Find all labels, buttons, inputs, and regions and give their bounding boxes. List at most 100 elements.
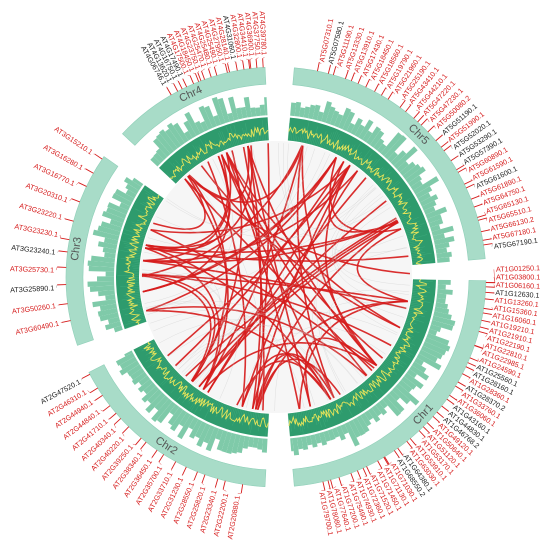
histogram-bar [426,332,450,346]
density-stripe [377,369,382,374]
density-stripe [332,401,336,408]
gene-connector [475,365,477,367]
gene-tick [483,243,493,246]
histogram-bar [221,431,232,453]
histogram-bar [411,361,427,373]
density-stripe [124,310,144,316]
histogram-bar [156,401,176,424]
synteny-link [242,146,265,411]
histogram-bar [107,202,129,215]
density-stripe [321,141,325,149]
density-stripe [370,172,376,178]
histogram-bar [205,426,220,452]
density-stripe [130,308,143,312]
histogram-bar [99,312,119,322]
density-stripe [145,351,162,363]
background-link [178,325,364,379]
gene-connector [490,237,492,239]
density-stripe [147,216,153,220]
histogram-bar [227,112,235,122]
histogram-bar [382,396,402,417]
gene-connector [100,409,104,412]
histogram-bar [113,325,123,333]
synteny-link [144,247,220,390]
histogram-bar [340,423,349,435]
histogram-bar [436,293,447,300]
gene-connector [361,75,364,78]
synteny-link [202,341,378,391]
synteny-link [207,161,247,407]
density-stripe [354,388,359,395]
gene-label: AT1G01250.1 [496,263,541,274]
density-stripe [138,319,146,323]
gene-tick [464,179,473,185]
density-stripe [123,293,141,297]
density-stripe [412,290,431,294]
histogram-bar [342,111,356,132]
gene-connector [432,428,434,430]
histogram-bar [104,321,122,331]
gene-connector [485,333,488,338]
density-stripe [191,162,195,167]
gene-tick [469,357,479,362]
ideogram-chr5 [292,67,486,261]
gene-density-track [115,117,436,437]
gene-connector [421,437,426,440]
density-stripe [134,208,153,218]
gene-tick [227,63,230,73]
gene-tick [109,412,117,420]
histogram-bar [432,233,445,241]
gene-connector [227,62,229,64]
synteny-link [296,145,335,399]
background-link [145,302,305,409]
background-link [159,319,334,399]
histogram-bar [408,175,422,187]
density-stripe [148,211,155,215]
histogram-bar [325,106,336,125]
density-stripe [194,394,206,414]
histogram-bar [170,409,187,432]
histogram-bar [143,382,156,395]
histogram-bar [375,402,388,416]
synteny-link [145,155,231,252]
density-stripe [291,134,293,141]
gene-connector [201,482,204,485]
density-stripe [410,300,417,303]
histogram-bar [151,398,173,423]
density-stripe [338,398,342,403]
histogram-bar [154,395,169,411]
density-stripe [296,135,298,142]
density-stripe [385,358,395,366]
gene-label: AT3G23220.1 [18,201,63,222]
density-stripe [409,305,418,308]
density-stripe [227,142,231,149]
gene-tick [201,474,206,484]
density-stripe [299,130,302,143]
histogram-bar [105,294,116,301]
density-stripe [136,238,144,242]
histogram-bar [137,378,153,393]
density-stripe [365,159,378,174]
density-stripe [310,409,313,414]
density-stripe [189,391,202,410]
gene-tick [479,326,489,330]
histogram-bar [296,437,304,450]
gene-tick [478,331,488,335]
gene-tick [78,182,87,187]
background-link [189,174,264,411]
density-stripe [261,132,263,141]
density-stripe [153,200,161,205]
histogram-bar [179,412,191,427]
density-stripe [229,126,237,146]
density-bg-chr4 [158,117,269,184]
histogram-bar [420,345,443,360]
density-stripe [296,412,298,421]
gene-connector [427,432,430,435]
density-stripe [412,287,425,289]
histogram-bar [418,349,438,363]
gene-tick [327,480,331,490]
gene-tick [440,141,449,148]
density-stripe [391,197,401,204]
density-stripe [399,335,404,339]
